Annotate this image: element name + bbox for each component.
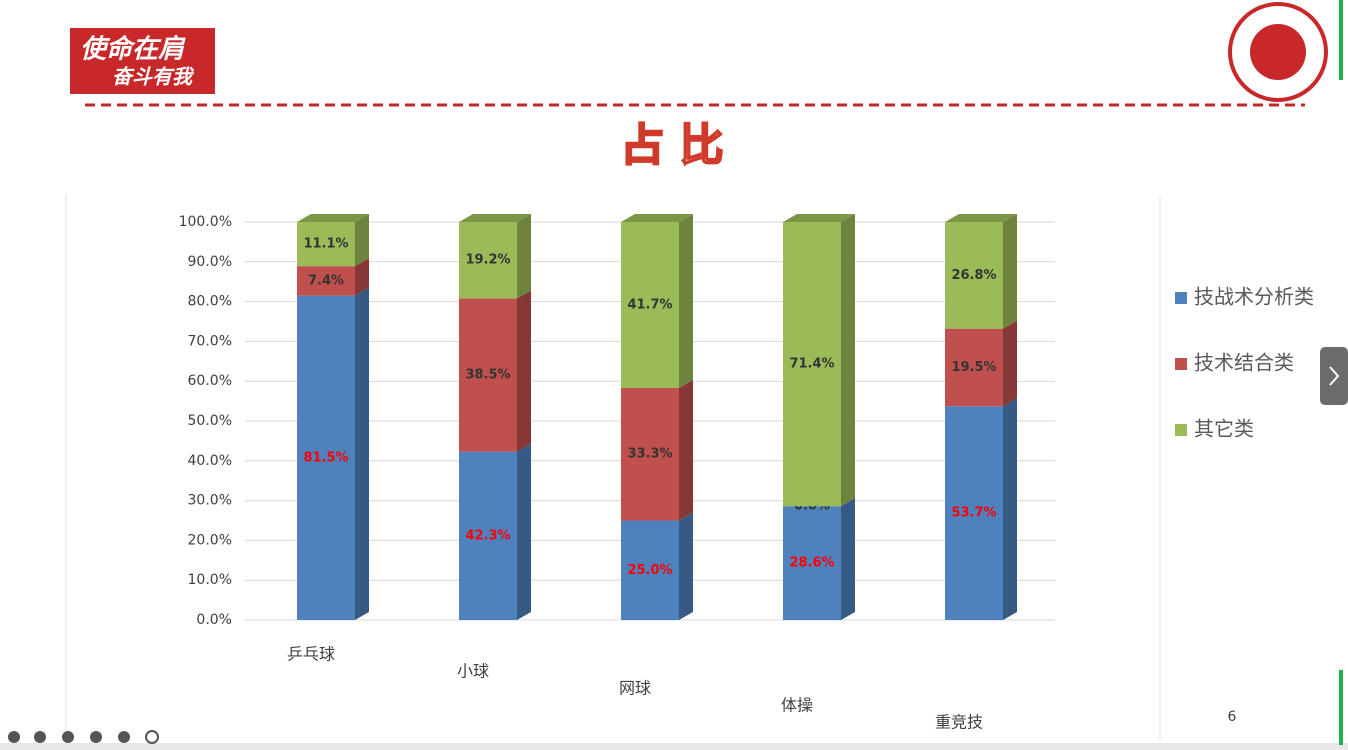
slogan-box — [70, 28, 215, 94]
legend-label: 技术结合类 — [1194, 351, 1294, 375]
value-label: 11.1% — [303, 237, 348, 252]
bar-segment — [459, 451, 517, 620]
legend-swatch — [1175, 424, 1187, 436]
bar-side — [841, 214, 855, 507]
pointer-tool[interactable] — [62, 731, 74, 743]
y-tick-label: 10.0% — [188, 572, 232, 588]
x-tick-label: 重竞技 — [935, 713, 983, 732]
bar-segment — [621, 222, 679, 388]
bar-side — [841, 498, 855, 620]
bar-segment — [459, 298, 517, 452]
legend-label: 技战术分析类 — [1194, 285, 1314, 309]
bar-segment — [621, 387, 679, 521]
bar-side — [517, 290, 531, 452]
value-label: 42.3% — [465, 528, 510, 543]
bar-segment — [945, 328, 1003, 407]
edge-mark — [1339, 0, 1343, 80]
bar-segment — [297, 266, 355, 296]
value-label: 19.5% — [951, 360, 996, 375]
bar-segment — [297, 295, 355, 620]
bar-side — [355, 258, 369, 296]
value-label: 71.4% — [789, 357, 834, 372]
bar-side — [355, 287, 369, 620]
value-label: 28.6% — [789, 556, 834, 571]
value-label: 33.3% — [627, 447, 672, 462]
legend-label: 其它类 — [1194, 417, 1254, 441]
x-tick-label: 体操 — [781, 696, 813, 715]
y-tick-label: 0.0% — [196, 612, 232, 628]
bar-segment — [297, 222, 355, 267]
bar-segment — [621, 520, 679, 620]
bar-top — [621, 214, 693, 222]
record-tool[interactable] — [145, 730, 159, 744]
value-label: 19.2% — [465, 253, 510, 268]
ink-tool[interactable] — [34, 731, 46, 743]
slogan: 使命在肩 — [80, 35, 186, 65]
bar-top — [297, 214, 369, 222]
x-tick-label: 小球 — [457, 662, 489, 681]
value-label: 81.5% — [303, 450, 348, 465]
y-tick-label: 30.0% — [188, 493, 232, 509]
bar-top — [459, 214, 531, 222]
y-tick-label: 70.0% — [188, 333, 232, 349]
bar-side — [517, 443, 531, 620]
bar-segment — [783, 506, 841, 620]
x-tick-label: 网球 — [619, 679, 651, 698]
legend-swatch — [1175, 292, 1187, 304]
y-tick-label: 80.0% — [188, 294, 232, 310]
bar-segment — [459, 222, 517, 299]
y-tick-label: 60.0% — [188, 373, 232, 389]
toolbar — [8, 730, 159, 744]
bar-side — [679, 512, 693, 620]
next-button[interactable] — [1320, 347, 1348, 405]
y-tick-label: 40.0% — [188, 453, 232, 469]
bar-top — [783, 214, 855, 222]
edge-mark — [1339, 670, 1343, 745]
value-label: 26.8% — [951, 268, 996, 283]
bar-side — [517, 214, 531, 299]
value-label: 7.4% — [308, 273, 344, 288]
bar-side — [1003, 214, 1017, 329]
slogan: 奋斗有我 — [112, 65, 195, 89]
value-label: 41.7% — [627, 297, 672, 312]
bar-side — [355, 214, 369, 267]
bar-side — [679, 214, 693, 388]
y-tick-label: 50.0% — [188, 413, 232, 429]
bar-segment — [783, 222, 841, 507]
bar-side — [1003, 320, 1017, 407]
bar-side — [1003, 398, 1017, 620]
bottom-strip — [0, 743, 1348, 750]
value-label: 25.0% — [627, 563, 672, 578]
value-label: 38.5% — [465, 368, 510, 383]
next-arrow[interactable] — [1329, 366, 1340, 386]
slide-title: 占 比 — [620, 120, 723, 171]
x-tick-label: 乒乓球 — [287, 645, 335, 664]
eraser-tool[interactable] — [90, 731, 102, 743]
y-tick-label: 100.0% — [179, 214, 232, 230]
page-number: 6 — [1228, 709, 1237, 725]
y-tick-label: 20.0% — [188, 532, 232, 548]
arrow-tool[interactable] — [118, 731, 130, 743]
bar-segment — [945, 406, 1003, 620]
school-logo — [1250, 24, 1306, 80]
legend-swatch — [1175, 358, 1187, 370]
y-tick-label: 90.0% — [188, 254, 232, 270]
bar-segment — [945, 222, 1003, 329]
pen-tool[interactable] — [8, 731, 20, 743]
value-label: 53.7% — [951, 506, 996, 521]
bar-side — [679, 379, 693, 521]
bar-top — [945, 214, 1017, 222]
